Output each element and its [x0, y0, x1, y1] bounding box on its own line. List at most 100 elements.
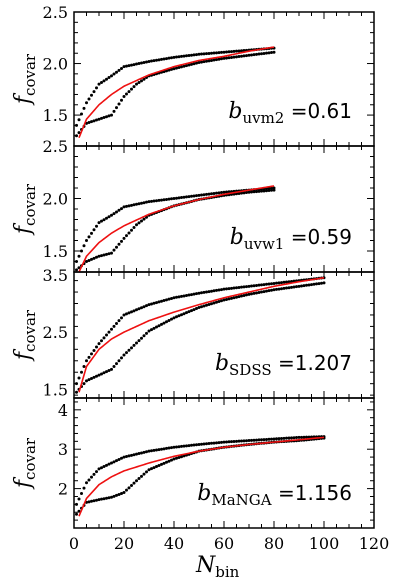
- data-point: [77, 509, 81, 513]
- data-point: [105, 370, 108, 374]
- data-point: [265, 189, 268, 193]
- data-point: [125, 64, 128, 68]
- panel-4: 2 3 4 fcovar bMaNGA =1.156: [11, 397, 375, 529]
- data-point: [237, 55, 241, 59]
- data-point: [112, 494, 116, 498]
- data-point: [180, 196, 183, 200]
- x-tick-label: 20: [114, 534, 134, 553]
- y-tick-label: 1.5: [43, 106, 68, 125]
- data-point: [110, 367, 113, 371]
- data-point: [85, 239, 88, 242]
- data-point: [127, 348, 131, 352]
- data-point: [250, 438, 253, 442]
- data-point: [155, 465, 158, 469]
- data-point: [167, 197, 171, 201]
- data-point: [120, 356, 123, 360]
- data-point: [75, 502, 78, 506]
- data-point: [210, 302, 213, 306]
- data-point: [275, 287, 278, 291]
- data-point: [97, 498, 101, 502]
- data-point: [115, 70, 118, 74]
- data-point: [200, 305, 203, 309]
- data-point: [137, 221, 141, 225]
- data-point: [137, 452, 141, 456]
- data-point: [112, 109, 116, 113]
- data-point: [232, 286, 236, 290]
- data-point: [97, 82, 101, 86]
- data-point: [172, 316, 176, 320]
- data-point: [222, 287, 226, 291]
- data-point: [102, 497, 106, 501]
- data-point: [165, 57, 168, 61]
- data-point: [110, 213, 113, 217]
- data-point: [115, 362, 118, 366]
- data-point: [102, 253, 106, 257]
- data-point: [110, 74, 113, 78]
- data-point: [252, 438, 256, 442]
- data-point: [162, 198, 166, 202]
- data-point: [250, 284, 253, 288]
- fit-line: [78, 46, 275, 139]
- data-point: [292, 285, 296, 289]
- data-point: [130, 63, 133, 67]
- data-point: [212, 301, 216, 305]
- data-point: [92, 119, 96, 123]
- data-point: [175, 66, 178, 70]
- annotation: buvm2 =0.61: [228, 99, 352, 127]
- data-point: [260, 52, 263, 56]
- data-point: [187, 195, 191, 199]
- data-point: [257, 52, 261, 56]
- data-point: [152, 448, 156, 452]
- data-point: [252, 190, 256, 194]
- data-point: [227, 56, 231, 60]
- data-point: [217, 191, 221, 195]
- data-point: [202, 290, 206, 294]
- data-point: [82, 244, 86, 248]
- data-point: [125, 92, 128, 96]
- data-point: [150, 199, 153, 203]
- data-point: [187, 293, 191, 297]
- data-point: [142, 77, 146, 81]
- data-point: [112, 212, 116, 216]
- data-point: [217, 441, 221, 445]
- data-point: [87, 235, 91, 239]
- data-point: [100, 81, 103, 84]
- data-point: [127, 204, 131, 208]
- data-point: [220, 299, 223, 303]
- data-point: [282, 280, 286, 284]
- data-point: [315, 282, 318, 286]
- panel-1: 1.5 2.0 2.5 fcovar buvm2 =0.61: [11, 3, 375, 147]
- data-point: [277, 287, 281, 291]
- data-point: [165, 197, 168, 201]
- data-point: [220, 288, 223, 292]
- data-point: [292, 436, 296, 440]
- data-point: [80, 492, 83, 496]
- data-point: [287, 280, 291, 284]
- data-point: [172, 457, 176, 461]
- data-point: [277, 281, 281, 285]
- y-axis-label: fcovar: [11, 437, 39, 490]
- data-point: [175, 55, 178, 59]
- data-point: [255, 52, 258, 56]
- data-point: [247, 292, 251, 296]
- data-point: [185, 54, 188, 58]
- data-point: [120, 207, 123, 211]
- data-point: [217, 57, 221, 61]
- data-point: [100, 497, 103, 501]
- data-point: [307, 283, 311, 287]
- data-point: [200, 60, 203, 64]
- data-point: [107, 215, 111, 219]
- data-point: [140, 451, 143, 455]
- data-point: [77, 376, 81, 380]
- data-point: [165, 320, 168, 324]
- data-point: [122, 236, 126, 240]
- data-point: [267, 282, 271, 286]
- data-point: [215, 58, 218, 62]
- data-point: [302, 435, 306, 439]
- data-point: [92, 228, 96, 232]
- data-point: [237, 295, 241, 299]
- data-point: [85, 260, 88, 263]
- data-point: [105, 496, 108, 500]
- data-point: [152, 59, 156, 63]
